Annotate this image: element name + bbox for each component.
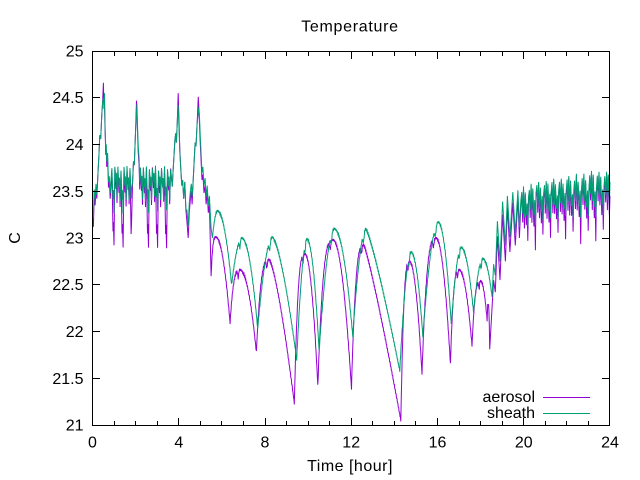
svg-text:8: 8 xyxy=(261,435,270,452)
svg-text:Time [hour]: Time [hour] xyxy=(307,458,393,475)
svg-text:12: 12 xyxy=(342,435,360,452)
svg-text:23.5: 23.5 xyxy=(52,184,83,201)
svg-text:4: 4 xyxy=(174,435,183,452)
svg-text:20: 20 xyxy=(515,435,533,452)
svg-text:22.5: 22.5 xyxy=(52,277,83,294)
svg-text:aerosol: aerosol xyxy=(483,389,535,406)
svg-text:24: 24 xyxy=(601,435,619,452)
svg-text:25: 25 xyxy=(66,44,84,61)
svg-text:Temperature: Temperature xyxy=(301,19,399,36)
svg-text:C: C xyxy=(7,232,24,244)
svg-text:24.5: 24.5 xyxy=(52,90,83,107)
svg-text:22: 22 xyxy=(66,324,84,341)
svg-text:24: 24 xyxy=(66,137,84,154)
svg-text:0: 0 xyxy=(88,435,97,452)
svg-text:23: 23 xyxy=(66,231,84,248)
svg-text:21: 21 xyxy=(66,418,84,435)
svg-text:sheath: sheath xyxy=(487,405,535,422)
svg-text:16: 16 xyxy=(429,435,447,452)
svg-text:21.5: 21.5 xyxy=(52,371,83,388)
